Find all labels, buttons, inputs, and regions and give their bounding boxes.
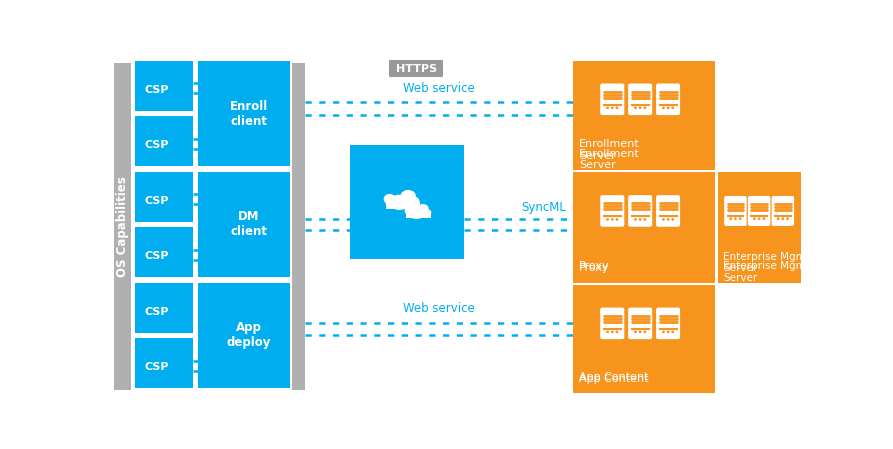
Bar — [572, 285, 715, 393]
Circle shape — [644, 330, 647, 333]
Circle shape — [634, 330, 637, 333]
Text: Enrollment
Server: Enrollment Server — [579, 149, 639, 170]
Circle shape — [638, 330, 641, 333]
Text: CSP: CSP — [144, 140, 169, 150]
Circle shape — [781, 217, 784, 220]
Circle shape — [611, 330, 613, 333]
Circle shape — [644, 218, 647, 221]
Circle shape — [611, 106, 613, 109]
Ellipse shape — [423, 209, 431, 216]
FancyBboxPatch shape — [656, 308, 680, 339]
Circle shape — [763, 217, 765, 220]
Circle shape — [667, 330, 670, 333]
Bar — [572, 61, 715, 170]
Text: App Content: App Content — [579, 374, 648, 384]
FancyBboxPatch shape — [600, 195, 624, 227]
Text: SyncML: SyncML — [522, 202, 566, 215]
Circle shape — [777, 217, 780, 220]
Circle shape — [615, 218, 618, 221]
FancyBboxPatch shape — [656, 84, 680, 115]
Text: Web service: Web service — [403, 82, 474, 95]
Text: CSP: CSP — [144, 196, 169, 206]
Bar — [135, 116, 193, 166]
Circle shape — [606, 218, 609, 221]
Text: Enrollment
Server: Enrollment Server — [579, 139, 639, 161]
Bar — [406, 213, 431, 218]
Text: Proxy: Proxy — [579, 261, 609, 271]
Circle shape — [634, 218, 637, 221]
Text: CSP: CSP — [144, 85, 169, 95]
Bar — [135, 282, 193, 333]
Ellipse shape — [401, 190, 416, 202]
Circle shape — [672, 330, 674, 333]
Circle shape — [672, 106, 674, 109]
FancyBboxPatch shape — [600, 308, 624, 339]
Text: App Content: App Content — [579, 372, 648, 382]
Text: OS Capabilities: OS Capabilities — [116, 176, 129, 277]
Text: Enterprise Mgmt.
Server: Enterprise Mgmt. Server — [723, 261, 814, 282]
Text: Enroll
client: Enroll client — [230, 100, 268, 128]
Ellipse shape — [408, 207, 424, 219]
FancyBboxPatch shape — [600, 84, 624, 115]
Circle shape — [786, 217, 789, 220]
Ellipse shape — [405, 207, 413, 215]
Text: CSP: CSP — [144, 362, 169, 372]
Ellipse shape — [384, 194, 396, 204]
Bar — [389, 60, 443, 77]
Circle shape — [758, 217, 761, 220]
Bar — [386, 202, 420, 209]
Bar — [135, 227, 193, 277]
Circle shape — [753, 217, 755, 220]
Circle shape — [662, 106, 664, 109]
Bar — [135, 338, 193, 388]
Bar — [114, 63, 131, 390]
FancyBboxPatch shape — [628, 84, 652, 115]
Text: Web service: Web service — [403, 302, 474, 315]
Circle shape — [615, 106, 618, 109]
FancyBboxPatch shape — [724, 196, 747, 226]
Circle shape — [638, 106, 641, 109]
Bar — [135, 172, 193, 222]
Circle shape — [739, 217, 741, 220]
Circle shape — [672, 218, 674, 221]
Text: CSP: CSP — [144, 307, 169, 317]
Ellipse shape — [388, 195, 411, 210]
Circle shape — [734, 217, 737, 220]
Circle shape — [634, 106, 637, 109]
Bar — [198, 282, 290, 388]
Circle shape — [606, 106, 609, 109]
FancyBboxPatch shape — [628, 308, 652, 339]
Circle shape — [662, 218, 664, 221]
Bar — [572, 172, 715, 282]
Circle shape — [644, 106, 647, 109]
Text: HTTPS: HTTPS — [396, 63, 437, 74]
Circle shape — [667, 106, 670, 109]
Text: Proxy: Proxy — [579, 263, 609, 273]
Bar — [135, 61, 193, 111]
Circle shape — [667, 218, 670, 221]
Text: Enterprise Mgmt.
Server: Enterprise Mgmt. Server — [723, 252, 814, 273]
FancyBboxPatch shape — [772, 196, 794, 226]
FancyBboxPatch shape — [748, 196, 771, 226]
Ellipse shape — [417, 204, 429, 213]
Circle shape — [662, 330, 664, 333]
Ellipse shape — [408, 197, 420, 206]
Bar — [292, 63, 305, 390]
Circle shape — [730, 217, 732, 220]
Circle shape — [611, 218, 613, 221]
FancyBboxPatch shape — [628, 195, 652, 227]
Circle shape — [606, 330, 609, 333]
Text: App
deploy: App deploy — [227, 321, 271, 349]
FancyBboxPatch shape — [656, 195, 680, 227]
Circle shape — [615, 330, 618, 333]
Circle shape — [638, 218, 641, 221]
Text: CSP: CSP — [144, 251, 169, 261]
Bar — [349, 145, 464, 259]
Bar — [198, 172, 290, 277]
Bar — [718, 172, 801, 282]
Text: DM
client: DM client — [230, 211, 267, 238]
Bar — [198, 61, 290, 166]
